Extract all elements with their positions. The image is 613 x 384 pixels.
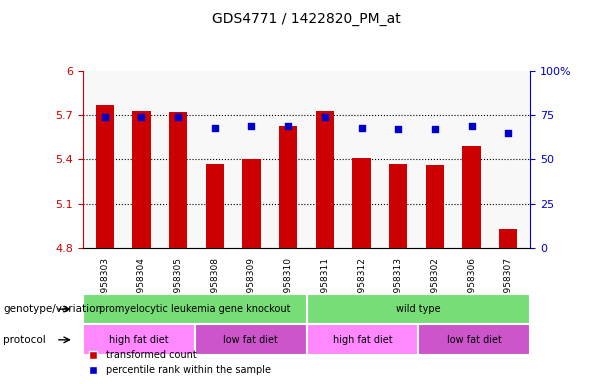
Point: [503, 130, 513, 136]
Point: [210, 124, 219, 131]
Text: promyelocytic leukemia gene knockout: promyelocytic leukemia gene knockout: [99, 304, 291, 314]
Legend: transformed count, percentile rank within the sample: transformed count, percentile rank withi…: [85, 346, 275, 379]
Bar: [316, 111, 334, 248]
Point: [283, 123, 293, 129]
Point: [357, 124, 367, 131]
Text: high fat diet: high fat diet: [333, 335, 392, 345]
Text: genotype/variation: genotype/variation: [3, 304, 102, 314]
Bar: [418, 324, 530, 355]
Bar: [389, 164, 408, 248]
Bar: [425, 165, 444, 248]
Bar: [242, 159, 261, 248]
Bar: [462, 146, 481, 248]
Bar: [306, 324, 418, 355]
Point: [246, 123, 256, 129]
Point: [430, 126, 440, 132]
Text: low fat diet: low fat diet: [223, 335, 278, 345]
Bar: [499, 228, 517, 248]
Point: [100, 114, 110, 120]
Bar: [195, 324, 306, 355]
Point: [394, 126, 403, 132]
Bar: [132, 111, 151, 248]
Point: [466, 123, 476, 129]
Text: wild type: wild type: [396, 304, 441, 314]
Point: [320, 114, 330, 120]
Bar: [352, 158, 371, 248]
Bar: [306, 294, 530, 324]
Bar: [83, 324, 195, 355]
Point: [173, 114, 183, 120]
Bar: [205, 164, 224, 248]
Bar: [83, 294, 306, 324]
Bar: [279, 126, 297, 248]
Text: low fat diet: low fat diet: [447, 335, 502, 345]
Bar: [169, 112, 188, 248]
Text: GDS4771 / 1422820_PM_at: GDS4771 / 1422820_PM_at: [212, 12, 401, 25]
Bar: [96, 105, 114, 248]
Text: protocol: protocol: [3, 335, 46, 345]
Text: high fat diet: high fat diet: [109, 335, 169, 345]
Point: [137, 114, 147, 120]
